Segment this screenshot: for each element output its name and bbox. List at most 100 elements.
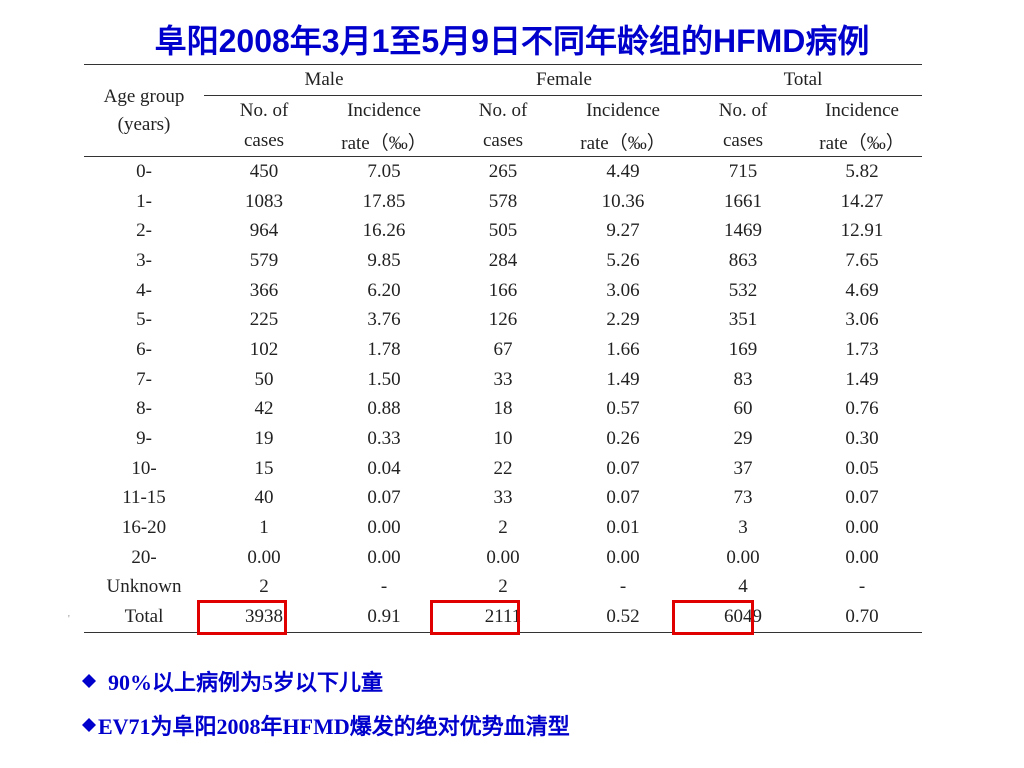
male-rate-cell: 0.88 [367, 398, 401, 420]
table-row: 4- 366 6.20 166 3.06 532 4.69 [84, 276, 922, 306]
female-rate-cell: 0.07 [606, 487, 640, 509]
female-cases-cell: 2 [498, 517, 508, 539]
age-group-cell: 11-15 [122, 487, 166, 509]
age-group-cell: 8- [136, 398, 152, 420]
total-cases-header: No. of [718, 100, 768, 121]
male-cases-cell: 2 [259, 576, 269, 598]
age-group-cell: 20- [131, 546, 157, 568]
total-cases-cell: 1469 [724, 220, 763, 242]
female-rate-cell: 1.49 [606, 368, 640, 390]
total-cases-cell: 351 [728, 309, 758, 331]
male-cases-cell: 450 [249, 160, 279, 182]
female-cases-header: No. of [478, 100, 528, 121]
total-cases-cell: 6049 [684, 602, 803, 634]
total-rate-cell: 1.49 [845, 368, 879, 390]
female-rate-cell: 4.49 [606, 160, 640, 182]
female-rate-cell: 0.57 [606, 398, 640, 420]
bullet-text: EV71为阜阳2008年HFMD爆发的绝对优势血清型 [98, 714, 570, 739]
male-rate-cell: 1.78 [367, 338, 401, 360]
bullet-item: 90%以上病例为5岁以下儿童 [82, 664, 570, 698]
total-cases-cell: 169 [728, 338, 758, 360]
male-cases-cell: 366 [249, 279, 279, 301]
female-rate-header: Incidence [586, 100, 660, 121]
female-rate-cell: 3.06 [606, 279, 640, 301]
table-row: 3- 579 9.85 284 5.26 863 7.65 [84, 246, 922, 276]
total-group-header: Total [684, 64, 923, 96]
male-rate-cell: - [380, 576, 388, 598]
age-group-cell: 16-20 [121, 517, 167, 539]
table-row: 10- 15 0.04 22 0.07 37 0.05 [84, 454, 922, 484]
male-rate-cell: 17.85 [362, 190, 406, 212]
female-cases-cell: 265 [488, 160, 518, 182]
total-rate-cell: 12.91 [840, 220, 884, 242]
female-cases-cell: 0.00 [486, 546, 520, 568]
male-cases-cell: 964 [249, 220, 279, 242]
age-group-cell: 6- [136, 338, 152, 360]
total-rate-cell: 3.06 [845, 309, 879, 331]
hfmd-age-group-table: Age group (years) Male Female Total No. … [84, 64, 923, 634]
table-row: 5- 225 3.76 126 2.29 351 3.06 [84, 305, 922, 335]
table-body: 0- 450 7.05 265 4.49 715 5.82 1- 1083 17.85 578 10.… [84, 157, 923, 634]
male-cases-cell: 1 [259, 517, 269, 539]
age-group-header: Age group (years) [84, 64, 204, 157]
table-row: 2- 964 16.26 505 9.27 1469 12.91 [84, 216, 922, 246]
bullet-text: 90%以上病例为5岁以下儿童 [108, 670, 384, 695]
male-rate-cell: 0.04 [367, 457, 401, 479]
total-cases-cell: 73 [733, 487, 753, 509]
female-cases-cell: 505 [488, 220, 518, 242]
diamond-icon [82, 674, 96, 688]
table-row: 8- 42 0.88 18 0.57 60 0.76 [84, 395, 922, 425]
age-group-cell: 0- [136, 160, 152, 182]
total-cases-cell: 60 [733, 398, 753, 420]
female-group-header: Female [444, 64, 685, 96]
female-cases-cell: 126 [488, 309, 518, 331]
female-rate-cell: 0.52 [562, 602, 685, 634]
male-cases-header: No. of [239, 100, 289, 121]
male-rate-cell: 0.33 [367, 428, 401, 450]
age-group-cell: 4- [136, 279, 152, 301]
male-rate-cell: 3.76 [367, 309, 401, 331]
total-total-highlight-box [672, 600, 754, 635]
total-rate-cell: 0.07 [845, 487, 879, 509]
age-group-header-line1: Age group [103, 85, 185, 107]
male-cases-cell: 1083 [245, 190, 283, 212]
male-cases-header-line2: cases [204, 126, 324, 157]
total-rate-cell: 14.27 [840, 190, 884, 212]
age-group-cell: 5- [136, 309, 152, 331]
table-row: 6- 102 1.78 67 1.66 169 1.73 [84, 335, 922, 365]
table-row: 0- 450 7.05 265 4.49 715 5.82 [84, 157, 922, 187]
page-title: 阜阳2008年3月1至5月9日不同年龄组的HFMD病例 [154, 23, 870, 59]
female-cases-cell: 2 [498, 576, 508, 598]
age-group-header-line2: (years) [117, 113, 171, 135]
total-rate-cell: 5.82 [845, 160, 879, 182]
female-rate-cell: 5.26 [606, 249, 640, 271]
age-group-cell: Unknown [106, 576, 182, 598]
total-rate-cell: 0.76 [845, 398, 879, 420]
female-rate-cell: 10.36 [601, 190, 645, 212]
female-cases-cell: 22 [493, 457, 513, 479]
hfmd-table-container: Age group (years) Male Female Total No. … [84, 64, 923, 635]
total-cases-cell: 83 [733, 368, 753, 390]
male-rate-cell: 1.50 [367, 368, 401, 390]
male-cases-cell: 579 [249, 249, 279, 271]
male-rate-header-line2: rate（‰） [324, 126, 445, 157]
table-row: Unknown 2 - 2 - 4 - [84, 573, 922, 603]
male-cases-cell: 0.00 [247, 546, 281, 568]
male-cases-cell: 42 [254, 398, 274, 420]
total-rate-header-line2: rate（‰） [802, 126, 923, 157]
total-cases-cell: 715 [728, 160, 758, 182]
age-group-cell: 1- [136, 190, 152, 212]
age-group-cell: Total [84, 602, 204, 634]
total-cases-cell: 0.00 [726, 546, 760, 568]
male-cases-cell: 3938 [204, 602, 324, 634]
male-group-header: Male [204, 64, 445, 96]
female-rate-cell: 1.66 [606, 338, 640, 360]
female-rate-cell: 0.00 [606, 546, 640, 568]
male-cases-cell: 40 [254, 487, 274, 509]
male-cases-cell: 15 [254, 457, 274, 479]
diamond-icon [82, 718, 96, 732]
female-rate-cell: 0.07 [606, 457, 640, 479]
male-cases-cell: 225 [249, 309, 279, 331]
female-rate-cell: 2.29 [606, 309, 640, 331]
female-cases-cell: 33 [493, 368, 513, 390]
